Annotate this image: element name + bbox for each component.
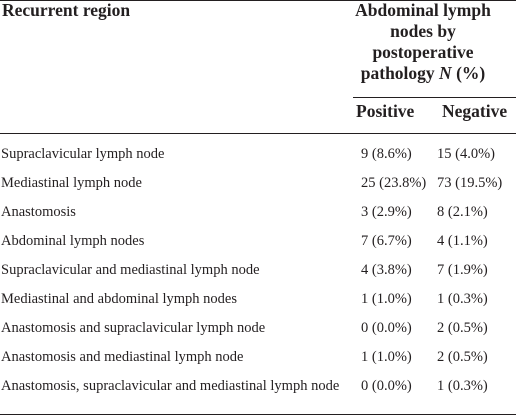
row-positive: 25 (23.8%)	[361, 175, 427, 191]
row-label: Anastomosis, supraclavicular and mediast…	[1, 378, 340, 394]
row-negative: 73 (19.5%)	[437, 175, 503, 191]
row-negative: 4 (1.1%)	[437, 233, 488, 249]
row-negative: 7 (1.9%)	[437, 262, 488, 278]
header-positive: Positive	[356, 101, 415, 121]
table-top-rule	[0, 0, 516, 1]
row-label: Anastomosis and mediastinal lymph node	[1, 349, 244, 365]
header-negative: Negative	[442, 101, 508, 121]
row-label: Supraclavicular lymph node	[1, 146, 165, 162]
row-positive: 0 (0.0%)	[361, 320, 412, 336]
row-label: Mediastinal and abdominal lymph nodes	[1, 291, 237, 307]
header-group-line-2: nodes by	[390, 21, 456, 41]
header-group-line-1: Abdominal lymph	[355, 0, 491, 20]
row-positive: 9 (8.6%)	[361, 146, 412, 162]
row-positive: 3 (2.9%)	[361, 204, 412, 220]
row-label: Abdominal lymph nodes	[1, 233, 145, 249]
header-group-pct: (%)	[456, 63, 486, 83]
header-abdominal-lymph-nodes-group: Abdominal lymph nodes by postoperative p…	[330, 0, 516, 84]
header-group-line-3: postoperative	[372, 42, 474, 62]
row-negative: 2 (0.5%)	[437, 320, 488, 336]
row-positive: 4 (3.8%)	[361, 262, 412, 278]
row-label: Anastomosis and supraclavicular lymph no…	[1, 320, 266, 336]
row-negative: 1 (0.3%)	[437, 291, 488, 307]
header-subgroup-rule	[353, 97, 516, 98]
row-negative: 15 (4.0%)	[437, 146, 495, 162]
header-group-line-4: pathology N (%)	[330, 63, 516, 84]
row-label: Anastomosis	[1, 204, 76, 220]
row-label: Supraclavicular and mediastinal lymph no…	[1, 262, 260, 278]
row-negative: 2 (0.5%)	[437, 349, 488, 365]
row-negative: 1 (0.3%)	[437, 378, 488, 394]
row-label: Mediastinal lymph node	[1, 175, 142, 191]
header-group-n: N	[439, 63, 452, 83]
row-positive: 1 (1.0%)	[361, 291, 412, 307]
row-positive: 7 (6.7%)	[361, 233, 412, 249]
row-negative: 8 (2.1%)	[437, 204, 488, 220]
header-group-pathology: pathology	[360, 63, 435, 83]
row-positive: 0 (0.0%)	[361, 378, 412, 394]
header-recurrent-region: Recurrent region	[2, 0, 131, 20]
row-positive: 1 (1.0%)	[361, 349, 412, 365]
header-bottom-rule	[0, 133, 516, 134]
